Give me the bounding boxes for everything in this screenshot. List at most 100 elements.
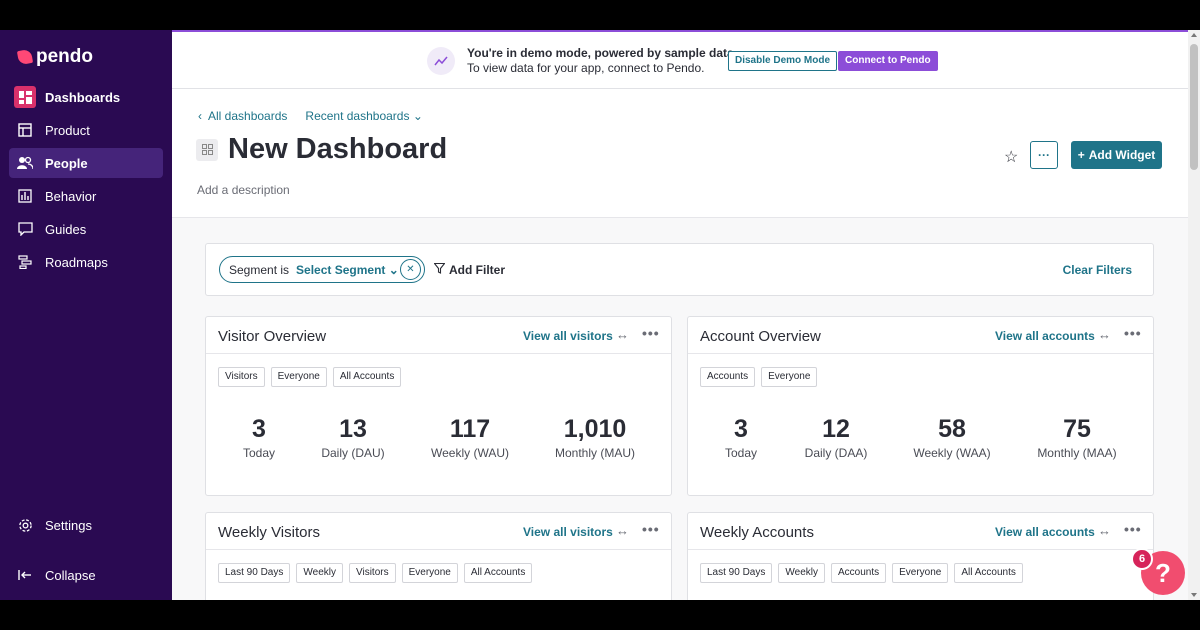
- more-options-button[interactable]: ···: [1030, 141, 1058, 169]
- stat-label: Today: [228, 446, 290, 460]
- people-icon: [14, 152, 36, 174]
- pendo-logo-mark-icon: [17, 49, 33, 65]
- sidebar-item-dashboards[interactable]: Dashboards: [9, 82, 163, 112]
- stat-value: 13: [312, 415, 394, 444]
- stat-label: Monthly (MAA): [1032, 446, 1122, 460]
- chip: Everyone: [402, 563, 458, 583]
- chip: Visitors: [218, 367, 265, 387]
- clear-filters-link[interactable]: Clear Filters: [1063, 263, 1132, 277]
- card-menu-icon[interactable]: •••: [642, 521, 660, 537]
- clear-segment-icon[interactable]: ✕: [400, 259, 421, 280]
- stat-daily: 12 Daily (DAA): [794, 415, 878, 460]
- stat-value: 58: [908, 415, 996, 444]
- scroll-down-icon[interactable]: [1191, 593, 1197, 597]
- sidebar-item-settings[interactable]: Settings: [9, 510, 163, 540]
- connect-to-pendo-button[interactable]: Connect to Pendo: [838, 51, 938, 71]
- resize-icon[interactable]: ↔: [1098, 523, 1111, 538]
- chevron-down-icon: ⌄: [413, 109, 423, 123]
- disable-demo-mode-button[interactable]: Disable Demo Mode: [728, 51, 837, 71]
- sidebar-nav: Dashboards Product People Behavior: [9, 82, 163, 280]
- chip: Everyone: [892, 563, 948, 583]
- chip: Accounts: [831, 563, 886, 583]
- dashboard-grid-icon: [196, 139, 218, 161]
- visitor-overview-card: Visitor Overview View all visitors ↔ •••…: [205, 316, 672, 496]
- chevron-down-icon: ⌄: [389, 263, 399, 277]
- chip: Last 90 Days: [218, 563, 290, 583]
- logo-text: pendo: [36, 46, 93, 68]
- app-frame: pendo Dashboards Product People: [0, 30, 1200, 600]
- card-title: Weekly Visitors: [218, 524, 320, 541]
- chip: All Accounts: [464, 563, 532, 583]
- segment-select-dropdown[interactable]: Select Segment ⌄: [296, 263, 399, 277]
- card-menu-icon[interactable]: •••: [1124, 521, 1142, 537]
- sidebar-item-roadmaps[interactable]: Roadmaps: [9, 247, 163, 277]
- sidebar-item-guides[interactable]: Guides: [9, 214, 163, 244]
- chip: Weekly: [778, 563, 825, 583]
- plus-icon: +: [1078, 148, 1085, 162]
- page-scrollbar[interactable]: [1188, 30, 1200, 600]
- dashboard-icon: [14, 86, 36, 108]
- description-field[interactable]: Add a description: [197, 183, 290, 197]
- sidebar-item-label: Settings: [45, 518, 92, 533]
- stat-today: 3 Today: [228, 415, 290, 460]
- stat-label: Daily (DAU): [312, 446, 394, 460]
- collapse-arrow-icon: [14, 564, 36, 586]
- resize-icon[interactable]: ↔: [616, 523, 629, 538]
- view-all-accounts-link[interactable]: View all accounts: [995, 329, 1095, 343]
- stat-today: 3 Today: [710, 415, 772, 460]
- resize-icon[interactable]: ↔: [1098, 327, 1111, 342]
- stat-label: Daily (DAA): [794, 446, 878, 460]
- card-menu-icon[interactable]: •••: [642, 325, 660, 341]
- page-title[interactable]: New Dashboard: [228, 133, 447, 166]
- stat-weekly: 117 Weekly (WAU): [426, 415, 514, 460]
- sidebar-item-label: Roadmaps: [45, 255, 108, 270]
- stat-label: Monthly (MAU): [550, 446, 640, 460]
- stat-value: 3: [228, 415, 290, 444]
- title-row: New Dashboard: [196, 133, 447, 166]
- card-chips: Last 90 Days Weekly Accounts Everyone Al…: [700, 563, 1023, 583]
- card-header: Visitor Overview View all visitors ↔ •••: [206, 317, 671, 354]
- stat-label: Weekly (WAU): [426, 446, 514, 460]
- weekly-accounts-card: Weekly Accounts View all accounts ↔ ••• …: [687, 512, 1154, 600]
- chip: Last 90 Days: [700, 563, 772, 583]
- chip: Weekly: [296, 563, 343, 583]
- sidebar-collapse-button[interactable]: Collapse: [9, 560, 163, 590]
- segment-filter-label: Segment is: [229, 263, 289, 277]
- demo-mode-banner: You're in demo mode, powered by sample d…: [172, 30, 1188, 89]
- chip: Everyone: [761, 367, 817, 387]
- demo-mode-title: You're in demo mode, powered by sample d…: [467, 46, 737, 61]
- sidebar-bottom: Settings Collapse: [9, 510, 163, 593]
- stat-label: Weekly (WAA): [908, 446, 996, 460]
- stat-value: 12: [794, 415, 878, 444]
- scrollbar-thumb[interactable]: [1190, 44, 1198, 170]
- sidebar-item-label: Guides: [45, 222, 86, 237]
- view-all-visitors-link[interactable]: View all visitors: [523, 329, 613, 343]
- star-icon[interactable]: ☆: [1004, 147, 1018, 167]
- help-notification-badge: 6: [1131, 548, 1153, 570]
- add-filter-button[interactable]: Add Filter: [434, 263, 505, 277]
- segment-select-value: Select Segment: [296, 263, 385, 277]
- scroll-up-icon[interactable]: [1191, 33, 1197, 37]
- recent-dashboards-label: Recent dashboards: [305, 109, 409, 123]
- card-chips: Accounts Everyone: [700, 367, 817, 387]
- bar-chart-icon: [14, 185, 36, 207]
- all-dashboards-link[interactable]: ‹ All dashboards: [198, 109, 287, 123]
- view-all-visitors-link[interactable]: View all visitors: [523, 525, 613, 539]
- card-header: Weekly Visitors View all visitors ↔ •••: [206, 513, 671, 550]
- sidebar-item-behavior[interactable]: Behavior: [9, 181, 163, 211]
- stat-value: 1,010: [550, 415, 640, 444]
- card-chips: Last 90 Days Weekly Visitors Everyone Al…: [218, 563, 532, 583]
- add-widget-button[interactable]: + Add Widget: [1071, 141, 1162, 169]
- view-all-accounts-link[interactable]: View all accounts: [995, 525, 1095, 539]
- card-menu-icon[interactable]: •••: [1124, 325, 1142, 341]
- pendo-logo[interactable]: pendo: [18, 46, 93, 68]
- recent-dashboards-dropdown[interactable]: Recent dashboards ⌄: [305, 109, 422, 123]
- sidebar-item-label: People: [45, 156, 88, 171]
- sidebar-item-people[interactable]: People: [9, 148, 163, 178]
- resize-icon[interactable]: ↔: [616, 327, 629, 342]
- card-header: Account Overview View all accounts ↔ •••: [688, 317, 1153, 354]
- segment-filter-pill[interactable]: Segment is Select Segment ⌄ ✕: [219, 256, 425, 283]
- roadmap-icon: [14, 251, 36, 273]
- sidebar-item-product[interactable]: Product: [9, 115, 163, 145]
- stat-value: 117: [426, 415, 514, 444]
